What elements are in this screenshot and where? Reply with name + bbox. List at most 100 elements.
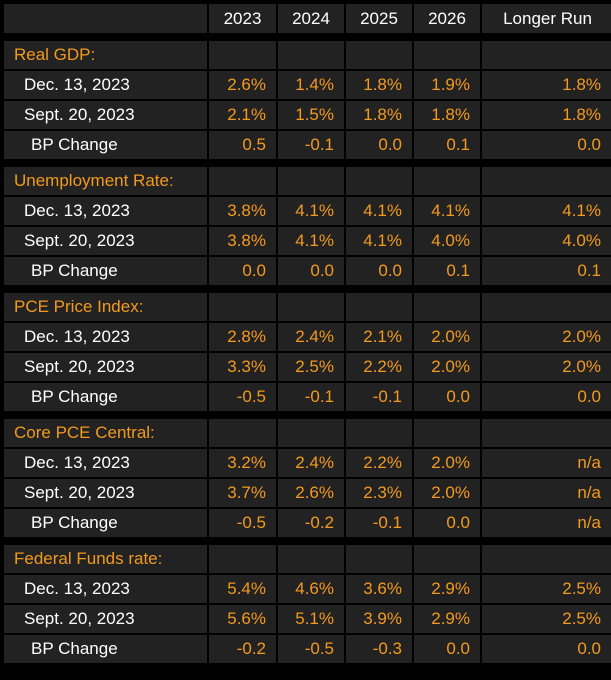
value-cell: 3.6%	[346, 575, 412, 603]
value-cell: 4.1%	[414, 197, 480, 225]
value-cell: -0.2	[209, 635, 276, 663]
row-label: Dec. 13, 2023	[4, 323, 207, 351]
value-cell: 2.6%	[209, 71, 276, 99]
empty-cell	[414, 167, 480, 195]
value-cell: 3.7%	[209, 479, 276, 507]
value-cell: 5.4%	[209, 575, 276, 603]
value-cell: 2.9%	[414, 605, 480, 633]
value-cell: 0.1	[414, 131, 480, 159]
value-cell: -0.5	[278, 635, 344, 663]
row-label: Dec. 13, 2023	[4, 449, 207, 477]
empty-cell	[482, 419, 611, 447]
value-cell: 0.0	[414, 509, 480, 537]
row-label: Sept. 20, 2023	[4, 605, 207, 633]
empty-cell	[482, 41, 611, 69]
section-divider	[4, 413, 611, 417]
empty-cell	[346, 545, 412, 573]
value-cell: 2.0%	[414, 449, 480, 477]
empty-cell	[414, 293, 480, 321]
value-cell: 3.8%	[209, 197, 276, 225]
empty-cell	[346, 167, 412, 195]
value-cell: n/a	[482, 479, 611, 507]
row-label: Dec. 13, 2023	[4, 197, 207, 225]
value-cell: 0.1	[414, 257, 480, 285]
section-title: Unemployment Rate:	[4, 167, 207, 195]
value-cell: 4.6%	[278, 575, 344, 603]
value-cell: -0.1	[278, 131, 344, 159]
empty-cell	[346, 419, 412, 447]
value-cell: 2.8%	[209, 323, 276, 351]
value-cell: 1.8%	[346, 71, 412, 99]
value-cell: 4.0%	[414, 227, 480, 255]
row-label: Dec. 13, 2023	[4, 71, 207, 99]
value-cell: 0.0	[482, 635, 611, 663]
value-cell: 1.8%	[482, 71, 611, 99]
row-label: BP Change	[4, 509, 207, 537]
value-cell: 4.1%	[278, 197, 344, 225]
row-label: BP Change	[4, 383, 207, 411]
row-label: Sept. 20, 2023	[4, 101, 207, 129]
empty-cell	[346, 293, 412, 321]
row-label: BP Change	[4, 635, 207, 663]
row-label: Sept. 20, 2023	[4, 353, 207, 381]
value-cell: 0.0	[209, 257, 276, 285]
section-title: PCE Price Index:	[4, 293, 207, 321]
row-label: BP Change	[4, 131, 207, 159]
value-cell: 4.1%	[346, 197, 412, 225]
value-cell: -0.1	[346, 509, 412, 537]
value-cell: -0.1	[346, 383, 412, 411]
value-cell: 2.2%	[346, 449, 412, 477]
value-cell: 2.6%	[278, 479, 344, 507]
value-cell: 2.0%	[414, 353, 480, 381]
value-cell: 0.0	[414, 383, 480, 411]
empty-cell	[278, 419, 344, 447]
value-cell: 1.8%	[482, 101, 611, 129]
value-cell: 4.1%	[482, 197, 611, 225]
row-label: Sept. 20, 2023	[4, 227, 207, 255]
value-cell: 2.0%	[482, 323, 611, 351]
value-cell: -0.5	[209, 383, 276, 411]
value-cell: 4.1%	[278, 227, 344, 255]
empty-cell	[209, 545, 276, 573]
value-cell: 3.3%	[209, 353, 276, 381]
value-cell: 2.4%	[278, 323, 344, 351]
value-cell: 0.0	[482, 131, 611, 159]
empty-cell	[414, 41, 480, 69]
forecast-table: 2023 2024 2025 2026 Longer Run Real GDP: Dec. …	[4, 4, 611, 663]
empty-cell	[209, 41, 276, 69]
value-cell: 3.8%	[209, 227, 276, 255]
empty-cell	[414, 419, 480, 447]
column-header: 2023	[209, 4, 276, 33]
value-cell: 2.9%	[414, 575, 480, 603]
column-header: 2024	[278, 4, 344, 33]
value-cell: 0.0	[346, 257, 412, 285]
empty-cell	[209, 419, 276, 447]
section-divider	[4, 287, 611, 291]
value-cell: 0.0	[482, 383, 611, 411]
value-cell: 0.0	[278, 257, 344, 285]
value-cell: 0.1	[482, 257, 611, 285]
section-divider	[4, 35, 611, 39]
column-header: 2026	[414, 4, 480, 33]
empty-cell	[482, 293, 611, 321]
column-header: Longer Run	[482, 4, 611, 33]
value-cell: 5.6%	[209, 605, 276, 633]
row-label: BP Change	[4, 257, 207, 285]
value-cell: n/a	[482, 509, 611, 537]
value-cell: 1.4%	[278, 71, 344, 99]
value-cell: 2.0%	[414, 323, 480, 351]
value-cell: -0.2	[278, 509, 344, 537]
value-cell: 3.9%	[346, 605, 412, 633]
empty-cell	[278, 293, 344, 321]
value-cell: 5.1%	[278, 605, 344, 633]
empty-cell	[278, 545, 344, 573]
value-cell: 1.9%	[414, 71, 480, 99]
value-cell: 0.5	[209, 131, 276, 159]
empty-cell	[346, 41, 412, 69]
value-cell: 2.1%	[346, 323, 412, 351]
row-label: Dec. 13, 2023	[4, 575, 207, 603]
value-cell: 4.1%	[346, 227, 412, 255]
value-cell: 1.5%	[278, 101, 344, 129]
section-divider	[4, 539, 611, 543]
value-cell: -0.1	[278, 383, 344, 411]
